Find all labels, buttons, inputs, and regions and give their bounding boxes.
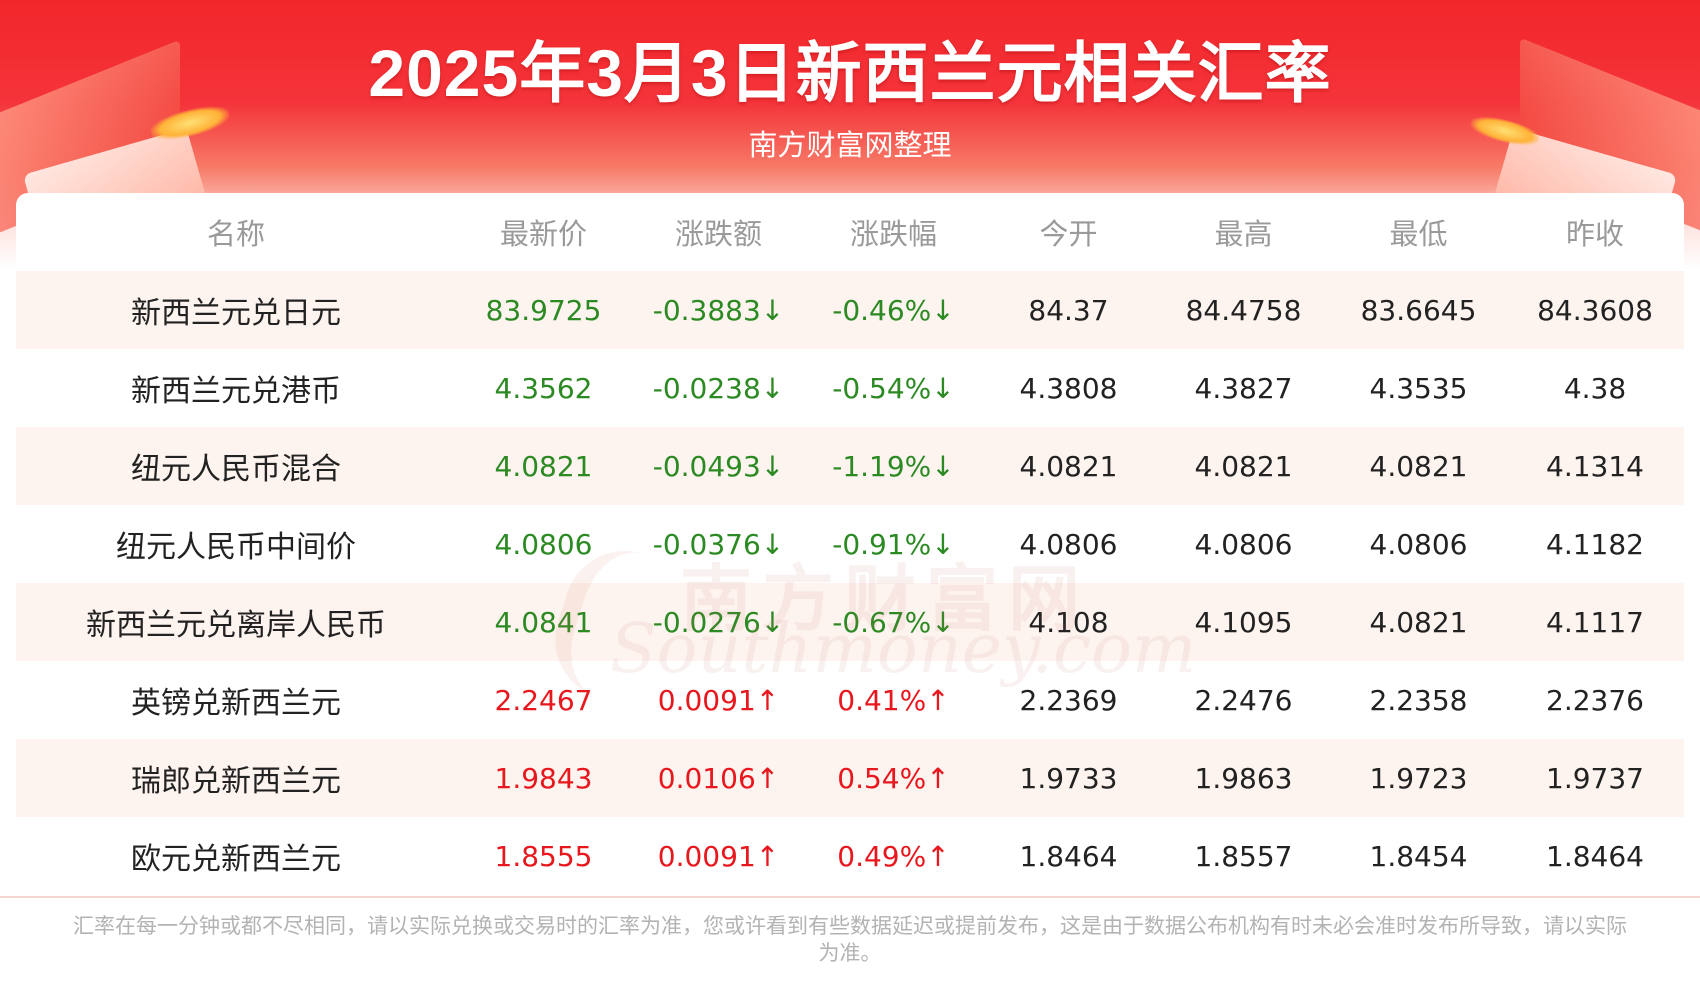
table-row: 纽元人民币中间价 4.0806 -0.0376↓ -0.91%↓ 4.0806 … (16, 505, 1684, 583)
low-price: 83.6645 (1360, 293, 1477, 327)
latest-price: 1.8555 (494, 839, 593, 873)
rate-name: 欧元兑新西兰元 (131, 842, 341, 877)
rate-name: 纽元人民币中间价 (116, 530, 356, 565)
col-header-name: 名称 (206, 217, 265, 251)
high-price: 4.1095 (1194, 605, 1293, 639)
change-percent: -1.19%↓ (832, 449, 955, 483)
high-price: 4.3827 (1194, 371, 1293, 405)
change-amount: -0.0238↓ (652, 371, 785, 405)
col-header-low: 最低 (1389, 217, 1448, 251)
prev-close-price: 4.1314 (1546, 449, 1644, 483)
open-price: 84.37 (1028, 293, 1109, 327)
change-amount: 0.0091↑ (657, 683, 780, 717)
col-header-latest: 最新价 (499, 217, 587, 251)
change-percent: 0.54%↑ (837, 761, 950, 795)
high-price: 1.8557 (1194, 839, 1293, 873)
table-row: 纽元人民币混合 4.0821 -0.0493↓ -1.19%↓ 4.0821 4… (16, 427, 1684, 505)
high-price: 4.0821 (1194, 449, 1293, 483)
rate-name: 新西兰元兑离岸人民币 (86, 608, 386, 643)
change-amount: -0.3883↓ (652, 293, 785, 327)
high-price: 1.9863 (1194, 761, 1293, 795)
latest-price: 4.0841 (494, 605, 593, 639)
table-row: 欧元兑新西兰元 1.8555 0.0091↑ 0.49%↑ 1.8464 1.8… (16, 817, 1684, 895)
open-price: 4.108 (1028, 605, 1109, 639)
latest-price: 4.0806 (494, 527, 593, 561)
rate-name: 新西兰元兑日元 (131, 296, 341, 331)
prev-close-price: 4.38 (1563, 371, 1627, 405)
prev-close-price: 2.2376 (1546, 683, 1644, 717)
latest-price: 1.9843 (494, 761, 593, 795)
table-row: 新西兰元兑港币 4.3562 -0.0238↓ -0.54%↓ 4.3808 4… (16, 349, 1684, 427)
change-percent: -0.91%↓ (832, 527, 955, 561)
prev-close-price: 1.9737 (1546, 761, 1644, 795)
prev-close-price: 1.8464 (1546, 839, 1644, 873)
table-header: 名称 最新价 涨跌额 涨跌幅 今开 最高 最低 昨收 (16, 193, 1684, 271)
rate-name: 新西兰元兑港币 (131, 374, 341, 409)
footer-divider (0, 896, 1700, 898)
change-amount: 0.0091↑ (657, 839, 780, 873)
low-price: 4.3535 (1369, 371, 1468, 405)
prev-close-price: 4.1117 (1546, 605, 1644, 639)
low-price: 1.8454 (1369, 839, 1468, 873)
low-price: 2.2358 (1369, 683, 1468, 717)
rate-name: 瑞郎兑新西兰元 (131, 764, 341, 799)
open-price: 4.0806 (1019, 527, 1118, 561)
change-percent: 0.49%↑ (837, 839, 950, 873)
col-header-prev-close: 昨收 (1565, 217, 1624, 251)
rates-table: 名称 最新价 涨跌额 涨跌幅 今开 最高 最低 昨收 新西兰元兑日元 83.97… (16, 193, 1684, 895)
low-price: 1.9723 (1369, 761, 1468, 795)
change-amount: 0.0106↑ (657, 761, 780, 795)
high-price: 84.4758 (1185, 293, 1302, 327)
page-subtitle: 南方财富网整理 (748, 128, 952, 162)
change-amount: -0.0376↓ (652, 527, 785, 561)
high-price: 2.2476 (1194, 683, 1293, 717)
latest-price: 83.9725 (485, 293, 602, 327)
open-price: 1.9733 (1019, 761, 1118, 795)
col-header-change: 涨跌额 (674, 217, 762, 251)
latest-price: 4.3562 (494, 371, 593, 405)
prev-close-price: 4.1182 (1546, 527, 1644, 561)
rate-name: 纽元人民币混合 (131, 452, 341, 487)
prev-close-price: 84.3608 (1537, 293, 1653, 327)
change-amount: -0.0276↓ (652, 605, 785, 639)
page-title: 2025年3月3日新西兰元相关汇率 (368, 36, 1332, 110)
col-header-change-pct: 涨跌幅 (849, 217, 937, 251)
low-price: 4.0806 (1369, 527, 1468, 561)
table-row: 英镑兑新西兰元 2.2467 0.0091↑ 0.41%↑ 2.2369 2.2… (16, 661, 1684, 739)
low-price: 4.0821 (1369, 449, 1468, 483)
open-price: 4.3808 (1019, 371, 1118, 405)
table-row: 新西兰元兑离岸人民币 4.0841 -0.0276↓ -0.67%↓ 4.108… (16, 583, 1684, 661)
rate-name: 英镑兑新西兰元 (131, 686, 341, 721)
change-percent: -0.54%↓ (832, 371, 955, 405)
low-price: 4.0821 (1369, 605, 1468, 639)
disclaimer-note: 汇率在每一分钟或都不尽相同，请以实际兑换或交易时的汇率为准，您或许看到有些数据延… (73, 914, 1627, 965)
col-header-open: 今开 (1039, 217, 1098, 251)
table-row: 新西兰元兑日元 83.9725 -0.3883↓ -0.46%↓ 84.37 8… (16, 271, 1684, 349)
change-amount: -0.0493↓ (652, 449, 785, 483)
change-percent: -0.67%↓ (832, 605, 955, 639)
latest-price: 2.2467 (494, 683, 593, 717)
table-row: 瑞郎兑新西兰元 1.9843 0.0106↑ 0.54%↑ 1.9733 1.9… (16, 739, 1684, 817)
change-percent: 0.41%↑ (837, 683, 950, 717)
col-header-high: 最高 (1214, 217, 1273, 251)
high-price: 4.0806 (1194, 527, 1293, 561)
open-price: 1.8464 (1019, 839, 1118, 873)
open-price: 4.0821 (1019, 449, 1118, 483)
open-price: 2.2369 (1019, 683, 1118, 717)
change-percent: -0.46%↓ (832, 293, 955, 327)
latest-price: 4.0821 (494, 449, 593, 483)
